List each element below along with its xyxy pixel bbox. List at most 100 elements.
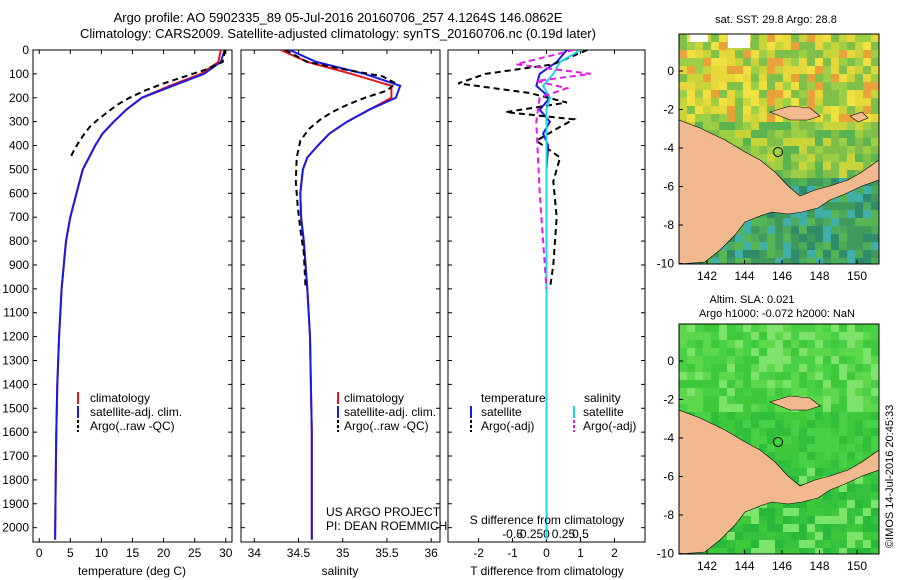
map-cell (863, 82, 871, 90)
map-cell (815, 372, 823, 380)
map-cell (783, 146, 791, 154)
map-cell (743, 372, 751, 380)
map-cell (847, 428, 855, 436)
map-cell (871, 428, 879, 436)
map-cell (735, 532, 743, 540)
map-cell (855, 324, 863, 332)
map-cell (711, 356, 719, 364)
map-cell (743, 516, 751, 524)
map-cell (807, 90, 815, 98)
map-cell (735, 98, 743, 106)
map-cell (799, 428, 807, 436)
map-cell (863, 226, 871, 234)
map-cell (743, 234, 751, 242)
map-cell (743, 226, 751, 234)
map-cell (855, 74, 863, 82)
series-line (515, 50, 591, 289)
map-cell (847, 524, 855, 532)
map-cell (807, 130, 815, 138)
map-cell (847, 396, 855, 404)
map-cell (871, 396, 879, 404)
lat-tick-label: -8 (663, 218, 674, 232)
map-cell (679, 74, 687, 82)
map-cell (839, 540, 847, 548)
map-cell (687, 404, 695, 412)
project-line-2: PI: DEAN ROEMMICH (326, 519, 447, 533)
map-cell (831, 532, 839, 540)
map-cell (759, 122, 767, 130)
map-cell (783, 372, 791, 380)
map-cell (847, 348, 855, 356)
map-cell (815, 500, 823, 508)
map-cell (767, 428, 775, 436)
map-cell (855, 258, 863, 264)
map-cell (831, 460, 839, 468)
legend-argo-label: Argo(..raw -QC) (90, 419, 175, 433)
map-cell (711, 42, 719, 50)
map-cell (767, 532, 775, 540)
map-cell (727, 324, 735, 332)
map-cell (799, 218, 807, 226)
map-cell (823, 250, 831, 258)
map-cell (711, 34, 719, 42)
map-cell (863, 250, 871, 258)
map-cell (863, 74, 871, 82)
map-cell (799, 258, 807, 264)
map-cell (783, 226, 791, 234)
map-cell (791, 540, 799, 548)
map-cell (791, 74, 799, 82)
map-cell (823, 34, 831, 42)
map-cell (831, 154, 839, 162)
map-cell (759, 130, 767, 138)
map-cell (775, 524, 783, 532)
map-cell (751, 508, 759, 516)
lon-tick-label: 142 (697, 269, 717, 283)
map-cell (799, 82, 807, 90)
map-cell (703, 356, 711, 364)
map-cell (807, 372, 815, 380)
map-cell (815, 428, 823, 436)
map-cell (759, 516, 767, 524)
sla-map: 142 144 146 148 150 0 -2 -4 -6 -8 -10 (657, 323, 880, 573)
map-cell (855, 242, 863, 250)
map-cell (759, 34, 767, 42)
map-cell (855, 356, 863, 364)
map-cell (863, 58, 871, 66)
map-cell (871, 468, 879, 476)
map-cell (807, 154, 815, 162)
map-cell (815, 524, 823, 532)
map-cell (839, 356, 847, 364)
map-cell (823, 178, 831, 186)
map-cell (679, 380, 687, 388)
map-cell (767, 364, 775, 372)
map-cell (799, 540, 807, 548)
map-cell (735, 106, 743, 114)
map-cell (863, 202, 871, 210)
map-cell (815, 540, 823, 548)
map-cell (695, 412, 703, 420)
map-cell (791, 324, 799, 332)
map-cell (727, 396, 735, 404)
map-cell (767, 412, 775, 420)
sst-map-frame (678, 33, 880, 265)
map-cell (815, 364, 823, 372)
map-cell (735, 324, 743, 332)
map-cell (751, 540, 759, 548)
map-cell (799, 444, 807, 452)
map-cell (807, 356, 815, 364)
map-cell (831, 388, 839, 396)
map-cell (799, 420, 807, 428)
map-cell (847, 492, 855, 500)
map-cell (735, 90, 743, 98)
map-cell (719, 332, 727, 340)
map-cell (815, 66, 823, 74)
map-cell (863, 146, 871, 154)
map-cell (823, 540, 831, 548)
map-cell (863, 98, 871, 106)
map-cell (863, 412, 871, 420)
map-cell (751, 122, 759, 130)
map-cell (871, 154, 879, 162)
map-cell (759, 436, 767, 444)
map-cell (799, 500, 807, 508)
map-cell (719, 90, 727, 98)
